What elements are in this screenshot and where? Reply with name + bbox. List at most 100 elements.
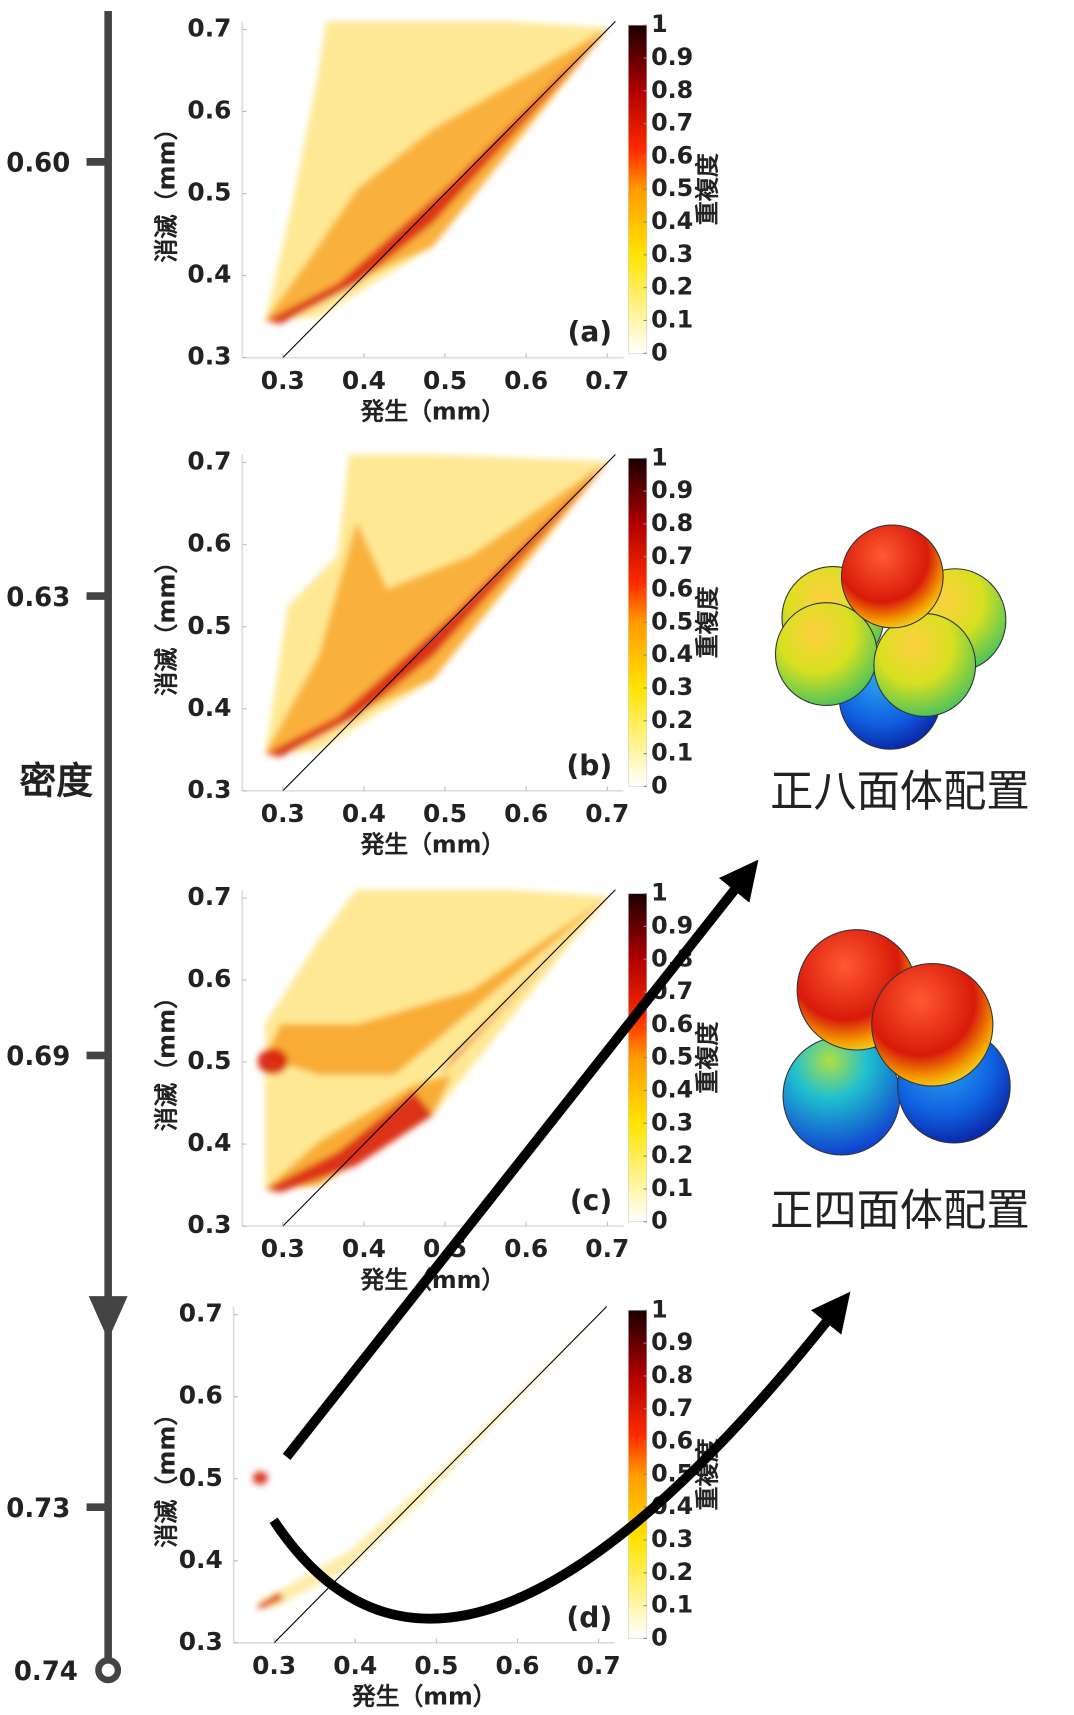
sphere [840, 524, 944, 629]
y-tick-label: 0.3 [187, 1210, 231, 1239]
x-tick-label: 0.3 [261, 799, 305, 828]
x-tick-label: 0.5 [414, 1651, 458, 1680]
colorbar-tick-label: 0.4 [651, 1075, 693, 1103]
colorbar-tick-label: 0.9 [651, 911, 693, 939]
x-tick-label: 0.7 [585, 799, 629, 828]
colorbar-tick-label: 0.3 [651, 1108, 693, 1136]
sphere [871, 963, 994, 1087]
colorbar-tick-label: 0.4 [651, 640, 693, 668]
y-tick-label: 0.6 [179, 1381, 223, 1410]
y-tick-label: 0.4 [187, 693, 231, 722]
density-tick-label: 0.73 [6, 1494, 70, 1524]
colorbar-tick-label: 0 [651, 771, 668, 799]
colorbar-tick-label: 0 [651, 1623, 668, 1651]
colorbar-tick-label: 0.1 [651, 739, 693, 767]
panel-title: (a) [567, 315, 612, 348]
colorbar-tick-label: 0.9 [651, 1328, 693, 1356]
y-tick-label: 0.4 [187, 1128, 231, 1157]
panel-title: (d) [566, 1601, 612, 1634]
y-axis-label: 消滅（mm） [153, 1402, 181, 1548]
colorbar-tick-label: 0.6 [651, 1426, 693, 1454]
colorbar-tick-label: 0.4 [651, 207, 693, 235]
density-tick-label: 0.69 [6, 1042, 70, 1072]
y-tick-label: 0.6 [187, 964, 231, 993]
density-cloud [265, 461, 609, 754]
density-tick-label: 0.74 [14, 1657, 78, 1687]
density-axis-label: 密度 [19, 759, 93, 802]
x-tick-label: 0.4 [342, 366, 386, 395]
diagonal [282, 454, 616, 792]
arrows [269, 859, 851, 1624]
diagonal [273, 1306, 608, 1644]
colorbar-tick-label: 0.5 [651, 607, 693, 635]
colorbar-label: 重複度 [694, 586, 722, 658]
density-panel: 0.3 0.4 0.5 0.6 0.70.30.40.50.60.7発生（mm）消滅（m… [153, 879, 722, 1294]
y-tick-label: 0.3 [179, 1627, 223, 1656]
x-axis-label: 発生（mm） [351, 1682, 497, 1710]
colorbar-tick-label: 1 [651, 443, 668, 471]
colorbar-tick-label: 0.1 [651, 1174, 693, 1202]
colorbar-tick-label: 0.6 [651, 1010, 693, 1038]
y-tick-label: 0.5 [187, 178, 231, 207]
colorbar-tick-label: 0.3 [651, 673, 693, 701]
y-tick-label: 0.5 [187, 611, 231, 640]
density-panel: 0.3 0.4 0.5 0.6 0.70.30.40.50.60.7発生（mm）消滅（m… [153, 1295, 722, 1710]
y-tick-label: 0.6 [187, 529, 231, 558]
density-tick-label: 0.63 [6, 583, 70, 613]
y-tick-label: 0.6 [187, 95, 231, 124]
y-tick-label: 0.3 [187, 775, 231, 804]
y-tick-label: 0.3 [187, 342, 231, 371]
colorbar-tick-label: 0.7 [651, 542, 693, 570]
x-tick-label: 0.4 [333, 1651, 377, 1680]
density-panel: 0.3 0.4 0.5 0.6 0.70.30.40.50.60.7発生（mm）消滅（m… [153, 10, 722, 425]
structure-label: 正八面体配置 [770, 768, 1030, 818]
density-cloud [252, 1471, 268, 1485]
x-tick-label: 0.4 [342, 1234, 386, 1263]
octahedral-spheres [774, 524, 1007, 750]
x-axis-label: 発生（mm） [360, 397, 506, 425]
x-tick-label: 0.6 [504, 799, 548, 828]
y-axis-label: 消滅（mm） [153, 549, 181, 695]
density-cloud [252, 1313, 600, 1610]
density-cloud [257, 889, 609, 1193]
axis-arrow [88, 1296, 128, 1340]
colorbar-label: 重複度 [694, 1022, 722, 1094]
arrow [282, 859, 759, 1460]
colorbar-tick-label: 0.7 [651, 109, 693, 137]
x-tick-label: 0.5 [423, 366, 467, 395]
x-tick-label: 0.7 [585, 1234, 629, 1263]
colorbar-tick-label: 0.8 [651, 76, 693, 104]
x-tick-label: 0.6 [504, 1234, 548, 1263]
colorbar-tick-label: 0.6 [651, 574, 693, 602]
y-tick-label: 0.7 [187, 447, 231, 476]
colorbar-tick-label: 1 [651, 10, 668, 38]
colorbar-tick-label: 0.2 [651, 1558, 693, 1586]
density-tick-label: 0.60 [6, 148, 70, 178]
density-cloud [265, 21, 609, 325]
colorbar-tick-label: 0.1 [651, 1591, 693, 1619]
x-tick-label: 0.3 [261, 1234, 305, 1263]
y-tick-label: 0.7 [187, 13, 231, 42]
x-tick-label: 0.6 [504, 366, 548, 395]
density-cloud [265, 896, 609, 1075]
x-tick-label: 0.7 [585, 366, 629, 395]
diagonal [282, 20, 616, 359]
density-cloud [265, 28, 609, 321]
panel-title: (c) [570, 1184, 612, 1217]
colorbar-tick-label: 0.5 [651, 1043, 693, 1071]
y-axis-label: 消滅（mm） [153, 116, 181, 262]
colorbar-tick-label: 0.2 [651, 706, 693, 734]
colorbar-tick-label: 0.9 [651, 43, 693, 71]
density-cloud [265, 454, 609, 758]
y-axis-label: 消滅（mm） [153, 985, 181, 1131]
x-tick-label: 0.3 [252, 1651, 296, 1680]
colorbar-tick-label: 0 [651, 1207, 668, 1235]
density-cloud [257, 1048, 288, 1075]
x-tick-label: 0.6 [496, 1651, 540, 1680]
colorbar-label: 重複度 [694, 153, 722, 225]
x-tick-label: 0.4 [342, 799, 386, 828]
colorbar-tick-label: 0.2 [651, 273, 693, 301]
colorbar-tick-label: 1 [651, 1295, 668, 1323]
colorbar-tick-label: 0.8 [651, 1361, 693, 1389]
